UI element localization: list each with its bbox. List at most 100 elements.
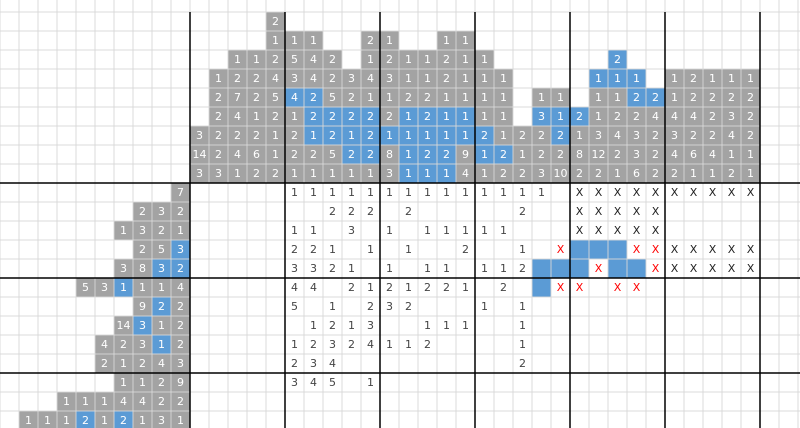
clue-number: 2 (329, 72, 336, 85)
filled-cell[interactable] (570, 240, 589, 259)
clue-number: 2 (519, 167, 526, 180)
clue-number: 2 (215, 110, 222, 123)
clue-number: 2 (367, 148, 374, 161)
filled-cell[interactable] (627, 259, 646, 278)
clue-number: 2 (614, 148, 621, 161)
clue-number: 2 (386, 53, 393, 66)
clue-number: 1 (386, 91, 393, 104)
cell-mark: X (633, 205, 641, 218)
clue-number: 4 (310, 53, 317, 66)
clue-number: 1 (310, 167, 317, 180)
filled-cell[interactable] (570, 259, 589, 278)
clue-number: 2 (272, 53, 279, 66)
filled-cell[interactable] (608, 259, 627, 278)
clue-number: 1 (139, 414, 146, 427)
cell-mark: 1 (424, 319, 431, 332)
clue-number: 1 (291, 167, 298, 180)
filled-cell[interactable] (551, 259, 570, 278)
clue-number: 1 (177, 224, 184, 237)
clue-number: 2 (253, 129, 260, 142)
clue-number: 1 (386, 129, 393, 142)
clue-number: 2 (424, 91, 431, 104)
clue-number: 4 (462, 167, 469, 180)
cell-mark: 1 (500, 186, 507, 199)
clue-number: 1 (101, 395, 108, 408)
clue-number: 2 (652, 91, 659, 104)
clue-number: 2 (443, 148, 450, 161)
clue-highlight (418, 126, 437, 145)
clue-number: 2 (481, 129, 488, 142)
clue-number: 1 (443, 91, 450, 104)
clue-bg (19, 411, 190, 428)
cell-mark: 1 (481, 186, 488, 199)
cell-mark: X (557, 281, 565, 294)
clue-number: 2 (234, 129, 241, 142)
filled-cell[interactable] (608, 240, 627, 259)
clue-number: 1 (443, 110, 450, 123)
clue-highlight (323, 126, 342, 145)
clue-number: 9 (462, 148, 469, 161)
clue-number: 1 (44, 414, 51, 427)
cell-mark: 1 (519, 300, 526, 313)
clue-number: 1 (538, 91, 545, 104)
filled-cell[interactable] (589, 240, 608, 259)
cell-mark: 4 (310, 281, 317, 294)
clue-number: 1 (329, 167, 336, 180)
clue-number: 10 (554, 167, 568, 180)
clue-number: 1 (291, 34, 298, 47)
clue-highlight (437, 107, 456, 126)
clue-highlight (342, 107, 361, 126)
cell-mark: 1 (348, 262, 355, 275)
clue-number: 3 (633, 129, 640, 142)
cell-mark: X (633, 281, 641, 294)
clue-number: 4 (234, 110, 241, 123)
cell-mark: 1 (519, 338, 526, 351)
clue-number: 1 (462, 53, 469, 66)
clue-number: 1 (462, 91, 469, 104)
clue-number: 2 (557, 129, 564, 142)
cell-mark: 1 (386, 338, 393, 351)
clue-number: 7 (234, 91, 241, 104)
clue-number: 4 (234, 148, 241, 161)
clue-number: 14 (117, 319, 131, 332)
filled-cell[interactable] (532, 259, 551, 278)
cell-mark: X (614, 205, 622, 218)
clue-number: 2 (386, 110, 393, 123)
cell-mark: X (595, 205, 603, 218)
clue-number: 3 (728, 110, 735, 123)
clue-number: 2 (253, 91, 260, 104)
clue-number: 1 (139, 281, 146, 294)
cell-mark: 2 (348, 205, 355, 218)
clue-number: 1 (367, 167, 374, 180)
clue-highlight (304, 107, 323, 126)
clue-bg (190, 126, 209, 183)
clue-number: 3 (538, 110, 545, 123)
clue-number: 1 (443, 34, 450, 47)
clue-number: 2 (215, 91, 222, 104)
cell-mark: 1 (462, 224, 469, 237)
clue-number: 2 (690, 91, 697, 104)
clue-number: 1 (443, 129, 450, 142)
clue-number: 2 (348, 148, 355, 161)
clue-bg (247, 50, 266, 183)
clue-number: 2 (614, 110, 621, 123)
clue-number: 2 (671, 167, 678, 180)
clue-number: 3 (177, 243, 184, 256)
clue-highlight (475, 126, 494, 145)
cell-mark: 1 (481, 262, 488, 275)
clue-number: 3 (158, 414, 165, 427)
cell-mark: 1 (310, 319, 317, 332)
clue-number: 2 (443, 53, 450, 66)
clue-number: 2 (614, 53, 621, 66)
clue-number: 1 (462, 129, 469, 142)
cell-mark: 1 (481, 300, 488, 313)
clue-number: 1 (557, 91, 564, 104)
cell-mark: 3 (348, 224, 355, 237)
cell-mark: X (576, 186, 584, 199)
clue-highlight (589, 69, 608, 88)
clue-number: 1 (234, 53, 241, 66)
clue-highlight (323, 107, 342, 126)
filled-cell[interactable] (532, 278, 551, 297)
clue-number: 1 (481, 167, 488, 180)
clue-highlight (342, 126, 361, 145)
